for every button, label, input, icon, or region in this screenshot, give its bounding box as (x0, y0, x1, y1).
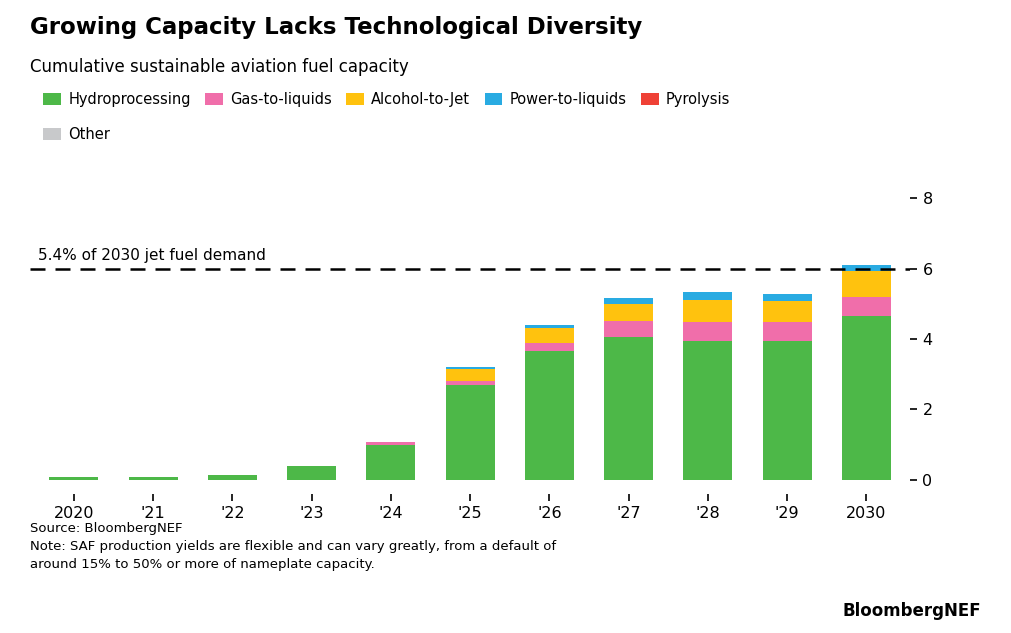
Bar (842, 297, 891, 316)
Legend: Hydroprocessing, Gas-to-liquids, Alcohol-to-Jet, Power-to-liquids, Pyrolysis: Hydroprocessing, Gas-to-liquids, Alcohol… (37, 87, 736, 113)
Bar (128, 477, 178, 480)
Bar (683, 322, 732, 341)
Bar (604, 337, 653, 480)
Bar (525, 351, 574, 480)
Bar (208, 475, 257, 480)
Bar (842, 272, 891, 297)
Bar (762, 341, 812, 480)
Bar (604, 304, 653, 322)
Bar (604, 298, 653, 304)
Bar (287, 466, 337, 480)
Text: Growing Capacity Lacks Technological Diversity: Growing Capacity Lacks Technological Div… (30, 16, 643, 39)
Text: 5.4% of 2030 jet fuel demand: 5.4% of 2030 jet fuel demand (38, 248, 266, 263)
Bar (683, 292, 732, 299)
Bar (604, 322, 653, 337)
Bar (842, 316, 891, 480)
Text: Cumulative sustainable aviation fuel capacity: Cumulative sustainable aviation fuel cap… (30, 58, 409, 76)
Bar (366, 442, 416, 444)
Bar (446, 385, 494, 480)
Bar (366, 444, 416, 480)
Bar (525, 325, 574, 328)
Bar (762, 294, 812, 301)
Bar (50, 477, 98, 480)
Bar (762, 301, 812, 322)
Bar (446, 369, 494, 381)
Legend: Other: Other (37, 122, 116, 148)
Bar (762, 322, 812, 341)
Bar (683, 341, 732, 480)
Bar (525, 342, 574, 351)
Bar (683, 299, 732, 322)
Bar (446, 381, 494, 385)
Bar (446, 367, 494, 369)
Bar (842, 265, 891, 272)
Bar (525, 328, 574, 342)
Text: BloombergNEF: BloombergNEF (842, 603, 981, 620)
Text: Source: BloombergNEF
Note: SAF production yields are flexible and can vary great: Source: BloombergNEF Note: SAF productio… (30, 522, 556, 571)
